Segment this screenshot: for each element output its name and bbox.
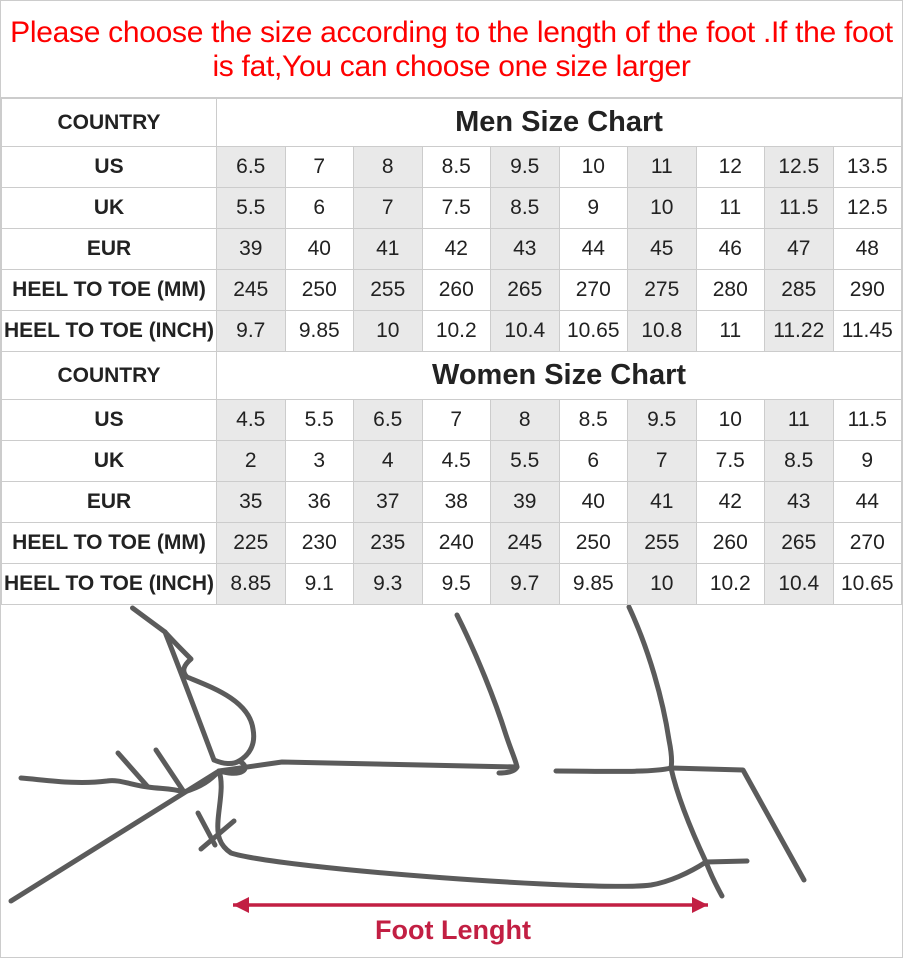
svg-text:Foot Lenght: Foot Lenght	[375, 915, 531, 945]
